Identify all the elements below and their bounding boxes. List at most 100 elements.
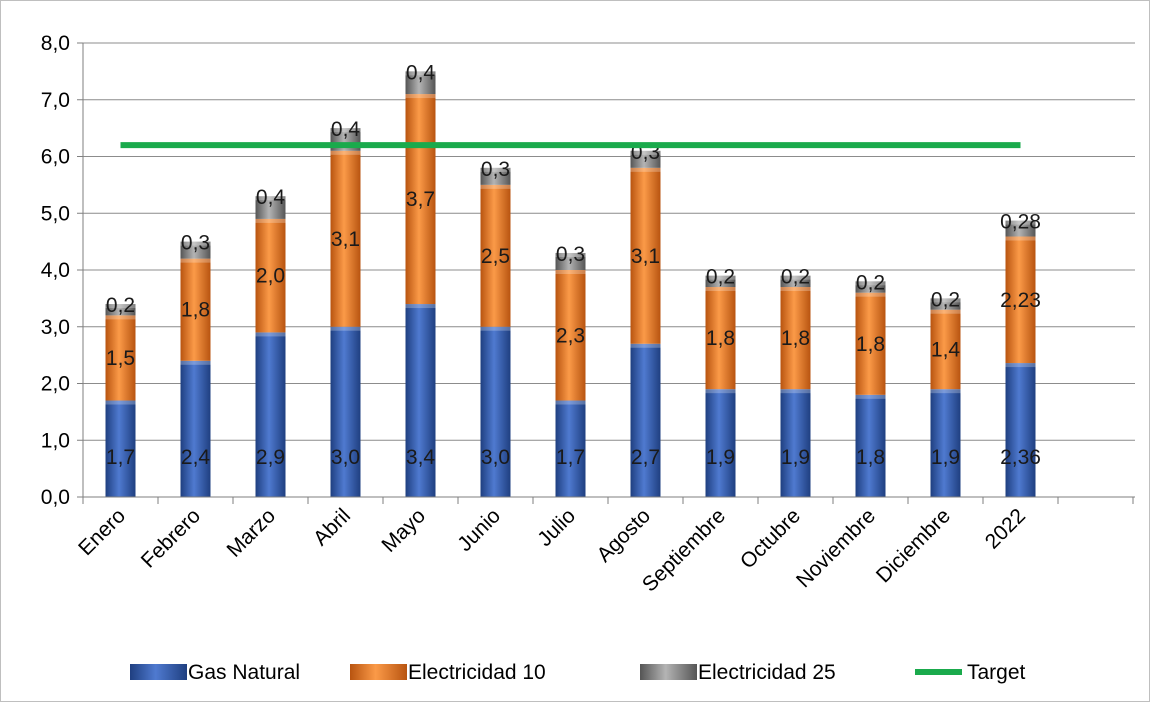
bar-bevel bbox=[255, 332, 286, 337]
data-label: 1,4 bbox=[931, 338, 961, 361]
data-label: 0,4 bbox=[256, 186, 286, 209]
data-label: 1,8 bbox=[706, 327, 735, 350]
data-label: 2,4 bbox=[181, 446, 211, 469]
data-label: 0,2 bbox=[106, 294, 135, 317]
bar-bevel bbox=[705, 275, 736, 280]
bar-segment bbox=[480, 184, 511, 327]
bar-bevel bbox=[330, 128, 361, 133]
bar-bevel bbox=[630, 167, 661, 172]
x-tick-label: Octubre bbox=[736, 504, 805, 573]
bar-bevel bbox=[405, 71, 436, 76]
bar-segment bbox=[855, 394, 886, 497]
bar-segment bbox=[105, 400, 136, 497]
data-label: 3,7 bbox=[406, 188, 435, 211]
y-tick-label: 0,0 bbox=[41, 486, 70, 509]
y-tick-label: 6,0 bbox=[41, 146, 70, 169]
bar-segment bbox=[555, 400, 586, 497]
x-tick-label: Diciembre bbox=[872, 504, 955, 587]
data-label: 1,9 bbox=[781, 446, 810, 469]
y-tick-label: 5,0 bbox=[41, 202, 70, 225]
bar-segment bbox=[555, 270, 586, 401]
bar-bevel bbox=[930, 389, 961, 394]
data-label: 1,9 bbox=[931, 446, 960, 469]
bar-segment bbox=[930, 309, 961, 390]
bar-bevel bbox=[1005, 363, 1036, 368]
data-label: 2,9 bbox=[256, 446, 285, 469]
bar-bevel bbox=[1005, 236, 1036, 241]
data-label: 0,3 bbox=[481, 158, 510, 181]
bar-bevel bbox=[780, 287, 811, 292]
bar-segment bbox=[705, 389, 736, 497]
data-label: 3,0 bbox=[481, 446, 510, 469]
bar-segment bbox=[780, 389, 811, 497]
data-label: 0,3 bbox=[556, 243, 585, 266]
data-label: 3,1 bbox=[631, 245, 660, 268]
data-label: 2,0 bbox=[256, 265, 285, 288]
x-tick-label: Febrero bbox=[137, 504, 205, 572]
data-label: 0,4 bbox=[406, 61, 436, 84]
bar-bevel bbox=[255, 196, 286, 201]
data-label: 2,7 bbox=[631, 446, 660, 469]
bar-segment bbox=[705, 275, 736, 288]
bar-segment bbox=[180, 258, 211, 361]
bar-segment bbox=[480, 326, 511, 497]
bar-bevel bbox=[480, 326, 511, 331]
bar-bevel bbox=[855, 394, 886, 399]
bar-segment bbox=[180, 241, 211, 259]
y-tick-label: 2,0 bbox=[41, 373, 70, 396]
data-label: 0,3 bbox=[181, 232, 210, 255]
legend-label: Gas Natural bbox=[188, 661, 300, 684]
bar-segment bbox=[1005, 220, 1036, 237]
legend-label: Electricidad 25 bbox=[698, 661, 836, 684]
bar-segment bbox=[255, 218, 286, 333]
x-tick-label: Agosto bbox=[593, 504, 656, 567]
bar-bevel bbox=[480, 167, 511, 172]
data-label: 0,2 bbox=[856, 271, 885, 294]
data-label: 1,8 bbox=[781, 327, 810, 350]
data-label: 2,3 bbox=[556, 324, 585, 347]
bar-bevel bbox=[855, 281, 886, 286]
bar-bevel bbox=[255, 218, 286, 223]
bar-segment bbox=[105, 315, 136, 401]
data-label: 1,9 bbox=[706, 446, 735, 469]
data-label: 2,23 bbox=[1000, 289, 1041, 312]
bar-bevel bbox=[555, 400, 586, 405]
bar-bevel bbox=[105, 304, 136, 309]
bar-segment bbox=[780, 275, 811, 288]
bar-bevel bbox=[705, 287, 736, 292]
bar-segment bbox=[630, 150, 661, 168]
bar-segment bbox=[780, 287, 811, 390]
data-label: 1,8 bbox=[856, 446, 885, 469]
bar-bevel bbox=[930, 309, 961, 314]
bar-segment bbox=[480, 167, 511, 185]
data-label: 2,5 bbox=[481, 245, 510, 268]
bar-bevel bbox=[405, 304, 436, 309]
legend-swatch bbox=[640, 664, 697, 680]
bar-bevel bbox=[180, 258, 211, 263]
x-tick-label: Julio bbox=[533, 504, 580, 551]
bar-bevel bbox=[555, 270, 586, 274]
data-label: 0,2 bbox=[706, 266, 735, 289]
x-tick-label: Marzo bbox=[223, 504, 281, 562]
bar-bevel bbox=[630, 343, 661, 348]
bar-segment bbox=[405, 304, 436, 497]
x-tick-label: 2022 bbox=[981, 504, 1030, 553]
bar-bevel bbox=[330, 150, 361, 155]
bar-segment bbox=[180, 360, 211, 497]
x-tick-label: Abril bbox=[309, 504, 355, 550]
y-tick-label: 3,0 bbox=[41, 316, 70, 339]
data-label: 1,7 bbox=[106, 446, 135, 469]
x-tick-label: Noviembre bbox=[792, 504, 880, 592]
bar-segment bbox=[330, 150, 361, 327]
legend-label: Target bbox=[967, 661, 1026, 684]
legend-swatch bbox=[130, 664, 187, 680]
data-label: 0,28 bbox=[1000, 211, 1041, 234]
bar-bevel bbox=[855, 292, 886, 297]
bar-bevel bbox=[330, 326, 361, 331]
bar-segment bbox=[255, 196, 286, 219]
legend-swatch bbox=[350, 664, 407, 680]
bar-segment bbox=[330, 326, 361, 497]
bar-bevel bbox=[930, 298, 961, 303]
y-tick-label: 4,0 bbox=[41, 259, 70, 282]
